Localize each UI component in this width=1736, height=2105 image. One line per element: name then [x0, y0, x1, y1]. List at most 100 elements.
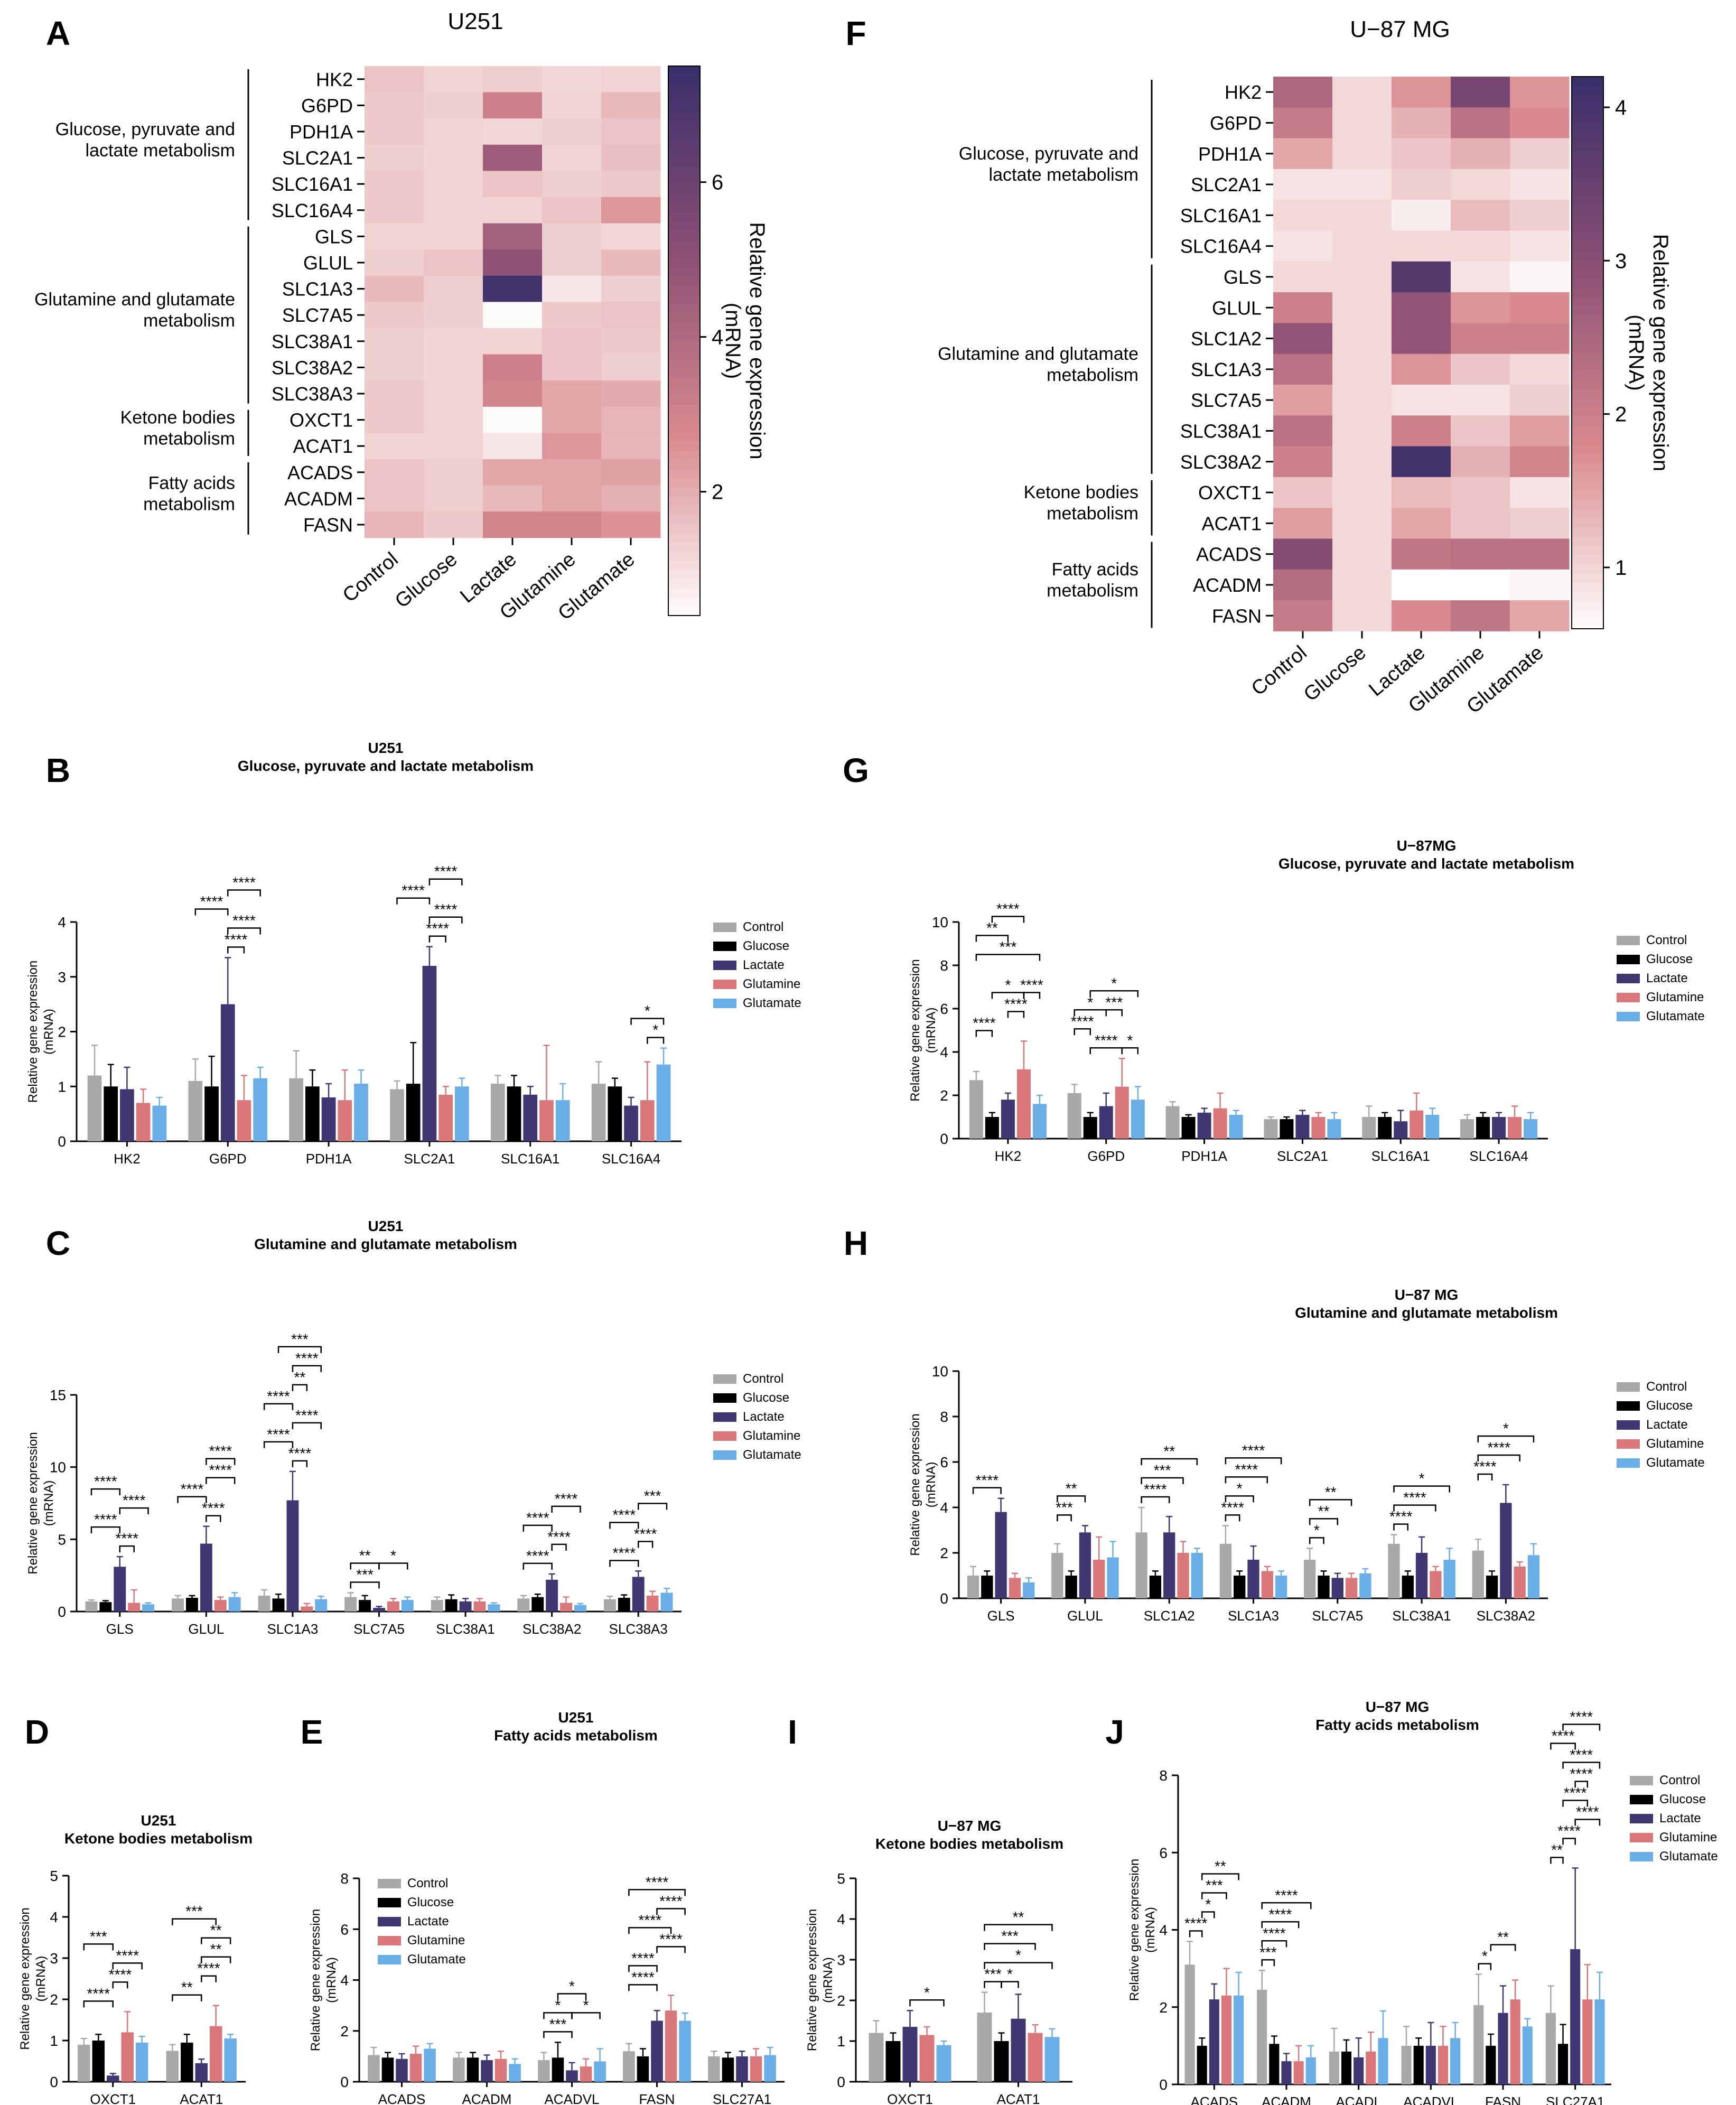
y-axis-label: Relative gene expression: [908, 1413, 922, 1556]
bar-glutamine: [1213, 1108, 1227, 1139]
bar-chart-H: U−87 MG Glutamine and glutamate metabolis…: [908, 1287, 1705, 1624]
y-axis-label: Relative gene expression: [908, 959, 922, 1102]
heatmap-cell: [1332, 538, 1392, 570]
colorbar-segment: [668, 524, 700, 534]
colorbar-label: (mRNA): [1625, 314, 1648, 390]
x-tick-label: SLC27A1: [713, 2091, 771, 2105]
bar-glutamate: [253, 1078, 268, 1141]
bar-control: [87, 1075, 102, 1141]
colorbar-segment: [1572, 610, 1603, 620]
significance-bracket: [984, 1943, 1036, 1950]
chart-subtitle: Glucose, pyruvate and lactate metabolism: [238, 758, 534, 774]
significance-bracket: [1261, 1902, 1312, 1910]
x-tick-label: GLS: [106, 1621, 134, 1637]
legend-swatch: [713, 923, 736, 932]
heatmap-cell: [542, 354, 602, 381]
bar-control: [1401, 2045, 1412, 2084]
bar-glutamate: [1191, 1553, 1203, 1598]
heatmap-cell: [601, 354, 661, 381]
bar-glutamate: [1378, 2038, 1388, 2084]
heatmap-cell: [365, 380, 424, 407]
colorbar-segment: [1572, 518, 1603, 528]
significance-label: **: [1497, 1929, 1509, 1945]
heatmap-cell: [542, 275, 602, 302]
significance-label: **: [1066, 1480, 1077, 1496]
legend-swatch: [713, 999, 736, 1008]
legend-label: Control: [1659, 1773, 1700, 1787]
heatmap-cell: [1273, 77, 1333, 108]
bar-control: [289, 1078, 304, 1141]
significance-label: ****: [295, 1407, 319, 1423]
legend-label: Glutamate: [1646, 1009, 1705, 1023]
bar-lactate: [1001, 1100, 1015, 1139]
significance-label: ****: [526, 1510, 549, 1526]
significance-bracket: [206, 1477, 236, 1484]
significance-bracket: [378, 1562, 408, 1570]
x-tick-label: ACADM: [1262, 2094, 1311, 2105]
heatmap-cell: [1510, 292, 1570, 323]
bar-glutamate: [574, 1605, 586, 1612]
significance-label: ****: [232, 874, 256, 890]
significance-label: ****: [209, 1462, 232, 1478]
bar-glucose: [445, 1599, 458, 1612]
significance-bracket: [1309, 1537, 1324, 1544]
x-tick-label: ACADVL: [544, 2091, 599, 2105]
colorbar-segment: [668, 451, 700, 461]
significance-label: *: [555, 1997, 561, 2013]
significance-bracket: [350, 1581, 380, 1589]
heatmap-cell: [424, 485, 483, 512]
significance-bracket: [1261, 1940, 1287, 1948]
significance-bracket: [984, 1924, 1053, 1931]
legend-swatch: [1617, 974, 1640, 983]
x-tick-label: G6PD: [209, 1151, 247, 1167]
bar-lactate: [200, 1543, 212, 1612]
colorbar-segment: [1572, 95, 1603, 105]
bar-glutamine: [214, 1600, 227, 1612]
colorbar-segment: [1572, 435, 1603, 445]
significance-bracket: [972, 1487, 1002, 1494]
bar-glutamate: [660, 1592, 673, 1612]
heatmap-cell: [542, 433, 602, 460]
group-label: metabolism: [143, 311, 235, 331]
y-tick-label: 2: [940, 1545, 948, 1561]
chart-title: U251: [368, 740, 404, 756]
bar-glutamate: [509, 2064, 521, 2082]
significance-bracket: [112, 1981, 128, 1989]
significance-bracket: [112, 1962, 143, 1970]
significance-bracket: [1478, 1963, 1492, 1970]
bar-lactate: [1281, 2061, 1292, 2084]
heatmap-cell: [424, 354, 483, 381]
y-tick-label: 0: [58, 1604, 66, 1620]
significance-label: ***: [1154, 1462, 1171, 1478]
bar-glucose: [1318, 1576, 1330, 1598]
colorbar-tick-label: 4: [712, 326, 723, 349]
bar-glucose: [1083, 1117, 1097, 1139]
bar-glutamate: [594, 2061, 606, 2082]
bar-glucose: [104, 1086, 118, 1141]
colorbar-segment: [668, 276, 700, 286]
x-tick-label: SLC38A3: [609, 1621, 668, 1637]
y-tick-label: 4: [940, 1499, 948, 1516]
bar-glutamate: [1131, 1100, 1145, 1139]
significance-label: ****: [94, 1511, 117, 1527]
heatmap-cell: [1332, 77, 1392, 108]
bar-glutamate: [401, 1600, 414, 1612]
significance-label: ***: [356, 1566, 374, 1582]
bar-control: [969, 1080, 983, 1139]
y-tick-label: 3: [58, 969, 66, 985]
bar-glutamate: [424, 2048, 436, 2082]
significance-bracket: [1562, 1762, 1601, 1769]
colorbar-segment: [668, 148, 700, 159]
x-tick-label: SLC2A1: [1277, 1148, 1328, 1164]
row-label: SLC38A3: [272, 383, 353, 405]
bar-glutamine: [136, 1103, 151, 1141]
significance-bracket: [543, 2031, 573, 2038]
heatmap-cell: [1273, 385, 1333, 416]
chart-subtitle: Fatty acids metabolism: [494, 1727, 658, 1744]
heatmap-cell: [1510, 138, 1570, 170]
heatmap-cell: [365, 354, 424, 381]
significance-label: ****: [1020, 977, 1043, 993]
bar-glutamate: [656, 1064, 671, 1141]
heatmap-cell: [1392, 353, 1451, 385]
